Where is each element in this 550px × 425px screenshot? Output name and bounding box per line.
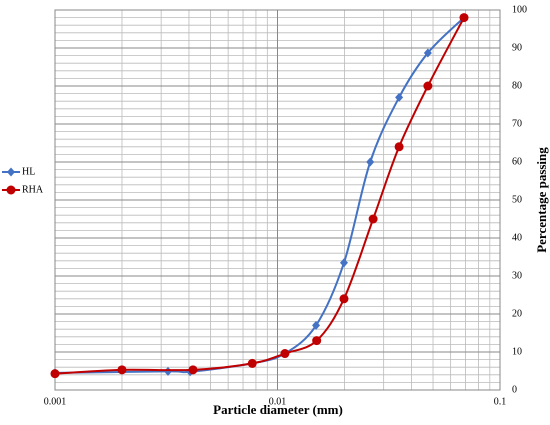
x-tick-label: 0.001 — [44, 396, 67, 407]
marker — [280, 349, 290, 359]
legend-marker — [7, 167, 15, 177]
legend-label: RHA — [22, 184, 44, 195]
marker — [50, 369, 60, 379]
y-tick-label: 50 — [512, 194, 522, 205]
legend-label: HL — [22, 166, 35, 177]
y-tick-label: 20 — [512, 308, 522, 319]
marker — [423, 48, 432, 58]
marker — [394, 142, 404, 152]
y-tick-label: 90 — [512, 42, 522, 53]
y-tick-label: 80 — [512, 80, 522, 91]
marker — [163, 366, 172, 376]
y-tick-label: 100 — [512, 4, 527, 15]
plot-frame — [54, 9, 501, 391]
marker — [366, 157, 375, 167]
y-tick-label: 0 — [512, 384, 517, 395]
y-axis-title: Percentage passing — [534, 147, 549, 253]
x-tick-label: 0.1 — [494, 396, 507, 407]
x-tick-label: 0.01 — [269, 396, 287, 407]
legend-marker — [6, 185, 16, 195]
marker — [188, 365, 198, 375]
marker — [459, 13, 469, 23]
marker — [395, 92, 404, 102]
marker — [339, 294, 349, 304]
y-tick-label: 70 — [512, 118, 522, 129]
marker — [339, 258, 348, 268]
marker — [423, 81, 433, 91]
marker — [117, 365, 127, 375]
marker — [368, 214, 378, 224]
marker — [312, 336, 322, 346]
y-tick-label: 30 — [512, 270, 522, 281]
x-axis-title: Particle diameter (mm) — [213, 402, 343, 417]
y-tick-label: 10 — [512, 346, 522, 357]
y-tick-label: 40 — [512, 232, 522, 243]
marker — [312, 320, 321, 330]
marker — [247, 358, 257, 368]
y-tick-label: 60 — [512, 156, 522, 167]
